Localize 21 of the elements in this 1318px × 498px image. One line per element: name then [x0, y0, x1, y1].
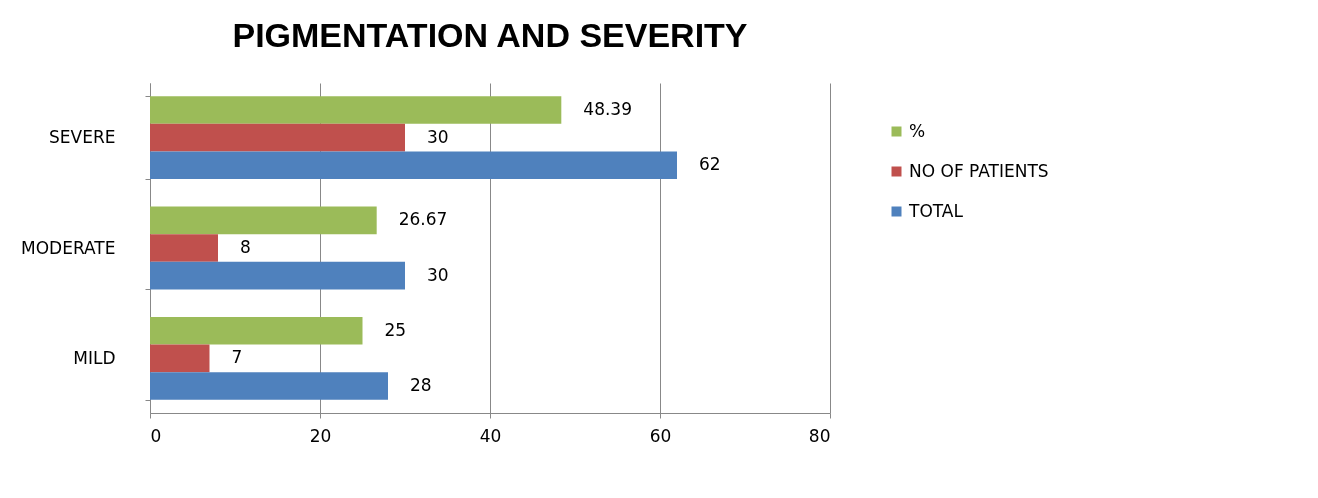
chart-title: PIGMENTATION AND SEVERITY — [232, 16, 748, 54]
data-label: 25 — [384, 319, 407, 340]
legend-label: NO OF PATIENTS — [909, 160, 1049, 181]
data-label: 30 — [427, 264, 449, 285]
x-tick-label: 80 — [808, 425, 831, 446]
y-tick-label: MODERATE — [21, 237, 116, 258]
legend-label: % — [909, 120, 926, 141]
y-tick-label: MILD — [73, 347, 116, 368]
data-label: 48.39 — [583, 99, 632, 120]
x-tick-label: 60 — [649, 425, 672, 446]
data-label: 8 — [240, 237, 251, 257]
data-label: 26.67 — [398, 209, 448, 230]
data-label: 7 — [231, 347, 243, 368]
legend-label: TOTAL — [908, 200, 964, 221]
data-label: 62 — [699, 154, 721, 175]
y-tick-label: SEVERE — [49, 127, 116, 148]
x-tick-label: 0 — [150, 425, 162, 446]
x-tick-label: 40 — [479, 425, 502, 446]
data-label: 30 — [427, 126, 449, 147]
data-label: 28 — [410, 374, 432, 395]
x-tick-label: 20 — [309, 425, 332, 446]
